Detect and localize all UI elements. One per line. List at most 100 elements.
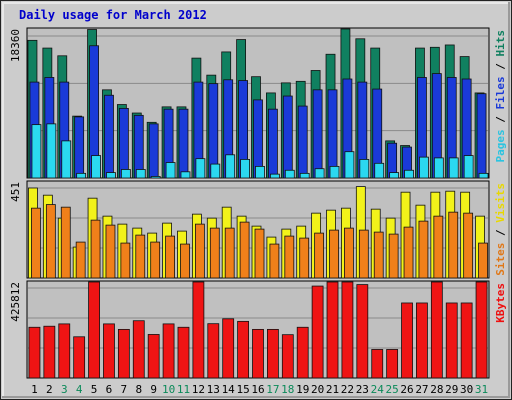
bar-files-day-4 [74, 116, 85, 179]
bar-pages-day-27 [419, 156, 429, 179]
bar-pages-day-15 [240, 159, 251, 179]
x-tick-label: 6 [106, 383, 113, 396]
bar-sites-day-21 [329, 229, 339, 279]
bar-files-day-19 [297, 105, 308, 179]
side-label-pages: Pages [494, 129, 507, 162]
bar-sites-day-7 [120, 242, 131, 279]
bar-pages-day-19 [299, 172, 310, 179]
bar-sites-day-17 [269, 243, 280, 279]
side-label-files: Files [494, 76, 507, 109]
bar-sites-day-2 [45, 204, 56, 279]
x-tick-label: 30 [460, 383, 473, 396]
y-max-label: 451 [9, 182, 22, 202]
bar-kbytes-day-17 [266, 328, 279, 379]
bar-files-day-17 [267, 108, 278, 179]
x-axis: 1 2 3 4 5 6 7 8 9 10 11 12 13 14 15 16 17 18 19 20 21 22 23 24 2… [31, 383, 488, 396]
bar-kbytes-day-11 [177, 326, 190, 379]
bar-pages-day-7 [120, 169, 131, 179]
x-tick-label: 29 [445, 383, 458, 396]
bar-pages-day-4 [76, 172, 87, 179]
x-tick-label: 17 [266, 383, 279, 396]
x-tick-label: 16 [251, 383, 264, 396]
bar-kbytes-day-4 [73, 336, 86, 379]
x-tick-label: 31 [475, 383, 488, 396]
bar-pages-day-13 [210, 163, 221, 179]
side-label-separator: / [494, 110, 507, 130]
bar-kbytes-day-13 [207, 323, 220, 379]
x-tick-label: 18 [281, 383, 294, 396]
bar-sites-day-1 [31, 207, 41, 279]
bar-files-day-18 [282, 95, 293, 179]
bar-kbytes-day-9 [147, 334, 160, 379]
bar-kbytes-day-2 [43, 325, 56, 379]
bar-kbytes-day-30 [460, 302, 473, 379]
bar-sites-day-10 [165, 235, 175, 279]
bar-pages-day-11 [180, 171, 191, 179]
x-tick-label: 9 [150, 383, 157, 396]
bar-kbytes-day-28 [430, 281, 443, 379]
x-tick-label: 5 [91, 383, 98, 396]
bar-kbytes-day-18 [281, 334, 294, 379]
bar-kbytes-day-19 [296, 326, 309, 379]
bar-kbytes-day-7 [117, 328, 130, 379]
bar-sites-day-12 [194, 223, 205, 279]
x-tick-label: 23 [356, 383, 369, 396]
bar-pages-day-21 [329, 165, 340, 179]
bar-sites-day-14 [224, 227, 235, 279]
bar-files-day-31 [476, 93, 487, 179]
bar-sites-day-8 [135, 234, 146, 279]
bar-kbytes-day-1 [28, 326, 41, 379]
chart-panels: 18360 Pages / Files / Hits 451 Sites / Visi… [9, 27, 507, 379]
bar-pages-day-31 [478, 172, 489, 179]
bar-pages-day-24 [374, 162, 385, 179]
bar-files-day-9 [148, 123, 159, 179]
x-tick-label: 22 [341, 383, 354, 396]
frame-bevel-top [2, 2, 510, 4]
bar-pages-day-29 [448, 157, 459, 179]
x-tick-label: 20 [311, 383, 324, 396]
bar-pages-day-23 [359, 159, 370, 179]
bar-sites-day-3 [60, 206, 71, 279]
bar-sites-day-27 [418, 220, 429, 279]
y-max-label: 425812 [9, 282, 22, 322]
bar-pages-day-26 [404, 169, 414, 179]
x-tick-label: 24 [371, 383, 385, 396]
bar-pages-day-10 [165, 162, 176, 179]
bar-kbytes-day-22 [341, 281, 354, 379]
bar-kbytes-day-3 [58, 323, 71, 379]
side-label-kbytes: KBytes [494, 283, 507, 323]
frame-bevel-left [2, 2, 4, 398]
bar-pages-day-20 [314, 168, 325, 179]
side-label-separator: / [494, 57, 507, 77]
bar-pages-day-3 [61, 140, 72, 179]
bar-sites-day-6 [105, 224, 116, 279]
side-label-sites: Sites [494, 243, 507, 276]
bar-sites-day-5 [90, 219, 101, 279]
bar-files-day-21 [327, 89, 338, 179]
bar-pages-day-12 [195, 158, 206, 179]
bar-sites-day-23 [358, 229, 369, 279]
bar-pages-day-25 [389, 172, 400, 179]
bar-sites-day-28 [433, 215, 444, 279]
bar-sites-day-25 [388, 233, 399, 279]
bar-kbytes-day-31 [475, 281, 488, 379]
bar-kbytes-day-15 [237, 320, 250, 379]
bar-sites-day-11 [180, 243, 190, 279]
bar-kbytes-day-23 [356, 284, 369, 379]
x-tick-label: 1 [31, 383, 38, 396]
bar-kbytes-day-5 [88, 281, 100, 379]
bar-sites-day-4 [75, 241, 86, 279]
bar-pages-day-17 [269, 173, 280, 179]
x-tick-label: 4 [76, 383, 83, 396]
bar-kbytes-day-20 [311, 285, 324, 379]
side-label-visits: Visits [494, 183, 507, 223]
bar-sites-day-31 [478, 242, 488, 279]
bar-kbytes-day-8 [132, 320, 145, 379]
side-label: Pages / Files / Hits [494, 30, 507, 163]
x-tick-label: 19 [296, 383, 309, 396]
frame-bevel-bottom [2, 396, 510, 398]
x-tick-label: 15 [236, 383, 249, 396]
x-tick-label: 12 [192, 383, 205, 396]
bar-sites-day-24 [373, 231, 384, 279]
side-label-separator: / [494, 223, 507, 243]
